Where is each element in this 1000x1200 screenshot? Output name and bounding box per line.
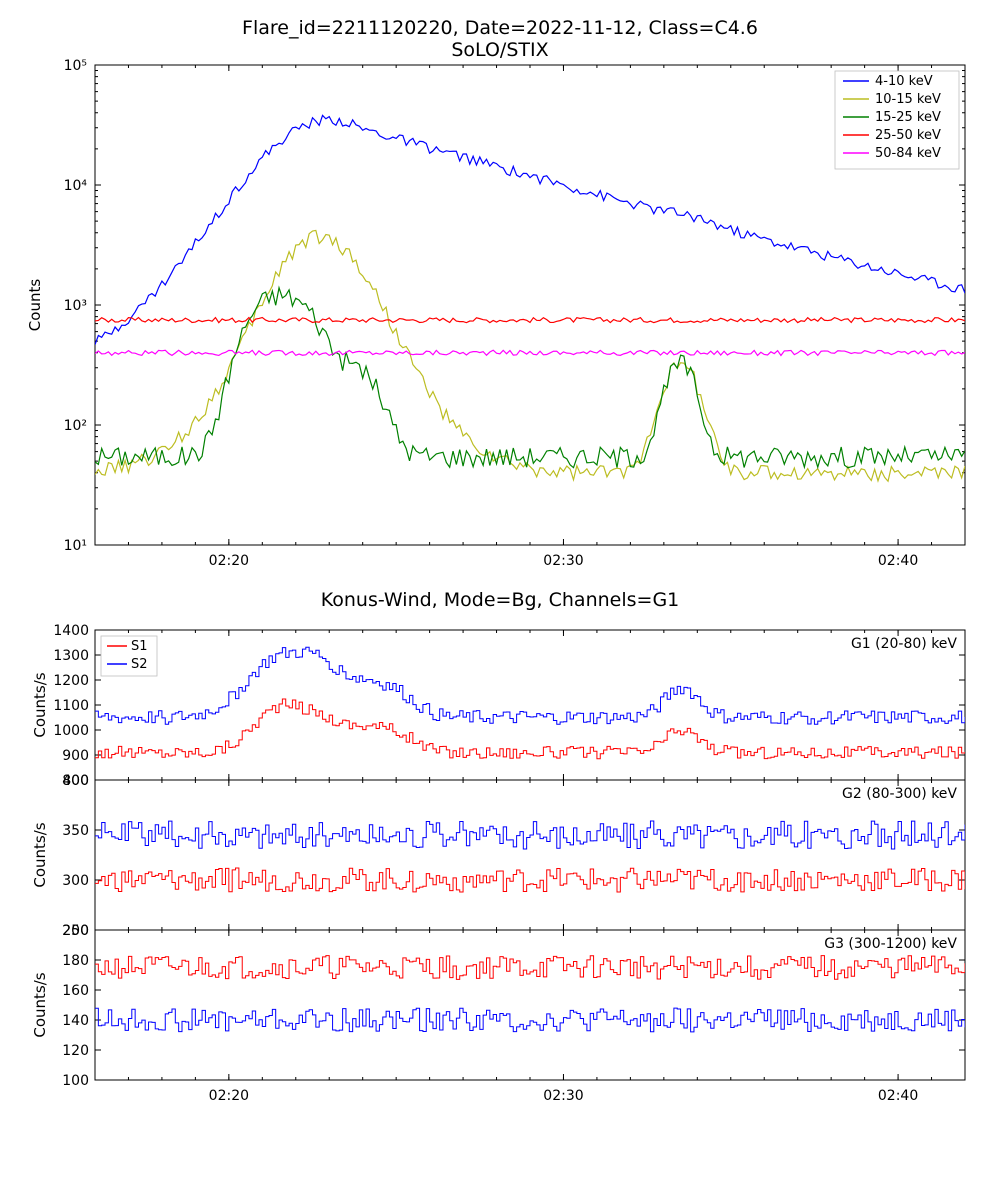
svg-text:1000: 1000	[53, 723, 89, 739]
svg-text:200: 200	[62, 923, 89, 939]
svg-text:350: 350	[62, 823, 89, 839]
svg-text:Flare_id=2211120220, Date=2022: Flare_id=2211120220, Date=2022-11-12, Cl…	[242, 17, 758, 39]
svg-text:10¹: 10¹	[64, 538, 87, 554]
svg-text:10²: 10²	[64, 418, 87, 434]
svg-text:140: 140	[62, 1013, 89, 1029]
svg-text:300: 300	[62, 873, 89, 889]
svg-text:160: 160	[62, 983, 89, 999]
svg-text:02:30: 02:30	[543, 1088, 583, 1104]
svg-text:50-84 keV: 50-84 keV	[875, 146, 941, 161]
svg-text:G1 (20-80) keV: G1 (20-80) keV	[851, 636, 957, 652]
svg-text:S1: S1	[131, 639, 148, 654]
svg-text:1100: 1100	[53, 698, 89, 714]
svg-text:02:20: 02:20	[209, 553, 249, 569]
svg-text:120: 120	[62, 1043, 89, 1059]
svg-text:400: 400	[62, 773, 89, 789]
svg-text:15-25 keV: 15-25 keV	[875, 110, 941, 125]
svg-text:25-50 keV: 25-50 keV	[875, 128, 941, 143]
svg-text:02:20: 02:20	[209, 1088, 249, 1104]
svg-text:1300: 1300	[53, 648, 89, 664]
svg-text:02:30: 02:30	[543, 553, 583, 569]
svg-text:10⁴: 10⁴	[64, 178, 88, 194]
svg-text:02:40: 02:40	[878, 1088, 918, 1104]
svg-text:G3 (300-1200) keV: G3 (300-1200) keV	[824, 936, 957, 952]
svg-text:SoLO/STIX: SoLO/STIX	[451, 39, 548, 61]
svg-text:Konus-Wind, Mode=Bg, Channels=: Konus-Wind, Mode=Bg, Channels=G1	[321, 589, 680, 611]
figure-svg: Flare_id=2211120220, Date=2022-11-12, Cl…	[0, 0, 1000, 1200]
svg-text:G2 (80-300) keV: G2 (80-300) keV	[842, 786, 957, 802]
svg-text:Counts/s: Counts/s	[31, 972, 49, 1037]
figure-container: Flare_id=2211120220, Date=2022-11-12, Cl…	[0, 0, 1000, 1200]
svg-text:02:40: 02:40	[878, 553, 918, 569]
svg-text:10³: 10³	[64, 298, 87, 314]
svg-text:1400: 1400	[53, 623, 89, 639]
svg-text:Counts/s: Counts/s	[31, 672, 49, 737]
svg-text:900: 900	[62, 748, 89, 764]
svg-text:4-10 keV: 4-10 keV	[875, 74, 933, 89]
svg-text:1200: 1200	[53, 673, 89, 689]
svg-text:S2: S2	[131, 657, 148, 672]
svg-text:Counts: Counts	[26, 279, 44, 332]
svg-text:100: 100	[62, 1073, 89, 1089]
svg-text:180: 180	[62, 953, 89, 969]
svg-text:Counts/s: Counts/s	[31, 822, 49, 887]
svg-text:10-15 keV: 10-15 keV	[875, 92, 941, 107]
svg-text:10⁵: 10⁵	[64, 58, 87, 74]
